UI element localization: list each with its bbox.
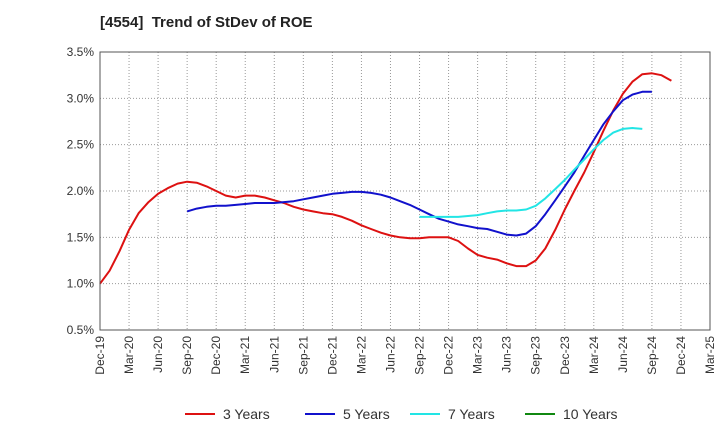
x-axis-ticks: Dec-19 Mar-20 Jun-20 Sep-20 Dec-20 Mar-21 Jun-… [93, 336, 717, 375]
legend: 3 Years 5 Years 7 Years 10 Years [185, 406, 618, 422]
x-tick-label: Dec-22 [442, 336, 456, 375]
x-tick-label: Sep-24 [645, 336, 659, 375]
x-tick-label: Mar-20 [122, 336, 136, 374]
y-tick-label: 1.5% [67, 230, 95, 244]
x-tick-label: Dec-21 [325, 336, 339, 375]
x-tick-label: Sep-22 [413, 336, 427, 375]
legend-label: 7 Years [448, 406, 495, 422]
x-tick-label: Jun-21 [267, 336, 281, 373]
grid-lines [100, 52, 710, 330]
y-tick-label: 3.5% [67, 45, 95, 59]
chart-title: [4554] Trend of StDev of ROE [100, 14, 313, 31]
series-line [186, 90, 652, 237]
y-axis-ticks: 0.5% 1.0% 1.5% 2.0% 2.5% 3.0% 3.5% [67, 45, 95, 337]
x-tick-label: Mar-22 [354, 336, 368, 374]
x-tick-label: Mar-21 [238, 336, 252, 374]
x-tick-label: Dec-20 [209, 336, 223, 375]
y-tick-label: 2.0% [67, 184, 95, 198]
x-tick-label: Jun-24 [616, 336, 630, 373]
y-tick-label: 2.5% [67, 138, 95, 152]
series-line [99, 72, 672, 285]
series-line [419, 127, 643, 218]
legend-label: 10 Years [563, 406, 618, 422]
x-tick-label: Jun-23 [500, 336, 514, 373]
plot-frame [99, 51, 711, 331]
y-tick-label: 1.0% [67, 277, 95, 291]
plot-background [100, 52, 710, 330]
x-tick-label: Dec-19 [93, 336, 107, 375]
y-tick-label: 3.0% [67, 91, 95, 105]
x-tick-label: Dec-23 [558, 336, 572, 375]
x-tick-label: Jun-20 [151, 336, 165, 373]
legend-label: 3 Years [223, 406, 270, 422]
x-tick-label: Mar-24 [587, 336, 601, 374]
x-tick-label: Sep-23 [529, 336, 543, 375]
x-tick-label: Sep-20 [180, 336, 194, 375]
legend-label: 5 Years [343, 406, 390, 422]
x-tick-label: Mar-25 [703, 336, 717, 374]
x-tick-label: Sep-21 [296, 336, 310, 375]
x-tick-label: Jun-22 [383, 336, 397, 373]
series-lines [99, 72, 672, 285]
y-tick-label: 0.5% [67, 323, 95, 337]
x-tick-label: Dec-24 [674, 336, 688, 375]
x-tick-label: Mar-23 [471, 336, 485, 374]
